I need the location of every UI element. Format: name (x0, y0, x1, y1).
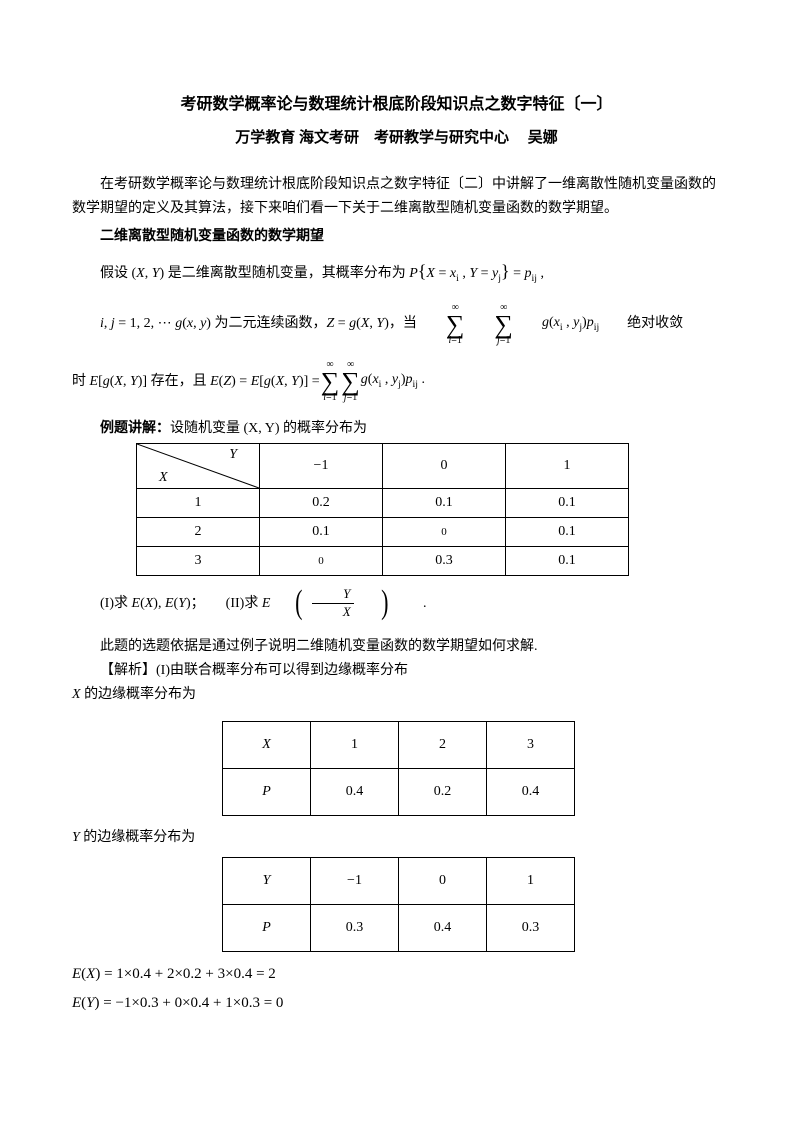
table-cell: 1 (487, 858, 575, 905)
question-line: (I)求 E(X), E(Y)； (II)求 E(YX). (72, 586, 721, 621)
text: 为二元连续函数， (211, 316, 327, 331)
intro-paragraph: 在考研数学概率论与数理统计根底阶段知识点之数字特征〔二〕中讲解了一维离散性随机变… (72, 173, 721, 221)
marginal-x-label: X 的边缘概率分布为 (72, 683, 721, 707)
example-heading: 例题讲解：设随机变量 (X, Y) 的概率分布为 (72, 417, 721, 437)
sum-icon: ∞∑i=1 (418, 303, 465, 346)
text: ，当 (389, 316, 417, 331)
col-header: 1 (506, 444, 629, 489)
section-heading: 二维离散型随机变量函数的数学期望 (72, 225, 721, 245)
sum-icon: ∞∑j=1 (466, 303, 513, 346)
table-cell: 2 (399, 721, 487, 768)
joint-probability-table: Y X −1 0 1 1 0.2 0.1 0.1 2 0.1 0 0.1 3 0… (136, 443, 629, 576)
example-text: 设随机变量 (X, Y) 的概率分布为 (170, 421, 367, 436)
row-header: 1 (137, 489, 260, 518)
table-cell: 0.2 (260, 489, 383, 518)
table-cell: 0.4 (487, 768, 575, 815)
text: 绝对收敛 (599, 315, 683, 333)
table-cell: 0.4 (399, 905, 487, 952)
solution-label: 【解析】 (100, 663, 156, 678)
table-cell: 0.4 (311, 768, 399, 815)
table-cell: 0 (383, 518, 506, 547)
table-cell: 0.3 (487, 905, 575, 952)
col-header: −1 (260, 444, 383, 489)
example-label: 例题讲解： (100, 421, 170, 436)
table-cell: X (223, 721, 311, 768)
table-cell: Y (223, 858, 311, 905)
row-header: 2 (137, 518, 260, 547)
table-cell: 0.1 (260, 518, 383, 547)
page-subtitle: 万学教育 海文考研 考研教学与研究中心 吴娜 (72, 126, 721, 147)
definition-line-3: 时 E[g(X, Y)] 存在，且 E(Z) = E[g(X, Y)] = ∞∑… (72, 360, 721, 403)
text: 是二维离散型随机变量，其概率分布为 (164, 266, 409, 281)
x-axis-label: X (159, 470, 168, 486)
q1-label: (I)求 (100, 596, 132, 611)
solution-text: (I)由联合概率分布可以得到边缘概率分布 (156, 663, 408, 678)
table-cell: 3 (487, 721, 575, 768)
col-header: 0 (383, 444, 506, 489)
table-cell: 0 (399, 858, 487, 905)
marginal-y-label: Y 的边缘概率分布为 (72, 826, 721, 850)
equation-ex: E(X) = 1×0.4 + 2×0.2 + 3×0.4 = 2 (72, 966, 721, 983)
page: 考研数学概率论与数理统计根底阶段知识点之数字特征〔一〕 万学教育 海文考研 考研… (0, 0, 793, 1122)
fraction: YX (312, 586, 354, 621)
table-cell: 1 (311, 721, 399, 768)
q2-label: (II)求 (226, 596, 262, 611)
row-header: 3 (137, 547, 260, 576)
table-cell: 0 (260, 547, 383, 576)
table-cell: 0.2 (399, 768, 487, 815)
table-cell: P (223, 905, 311, 952)
table-cell: 0.1 (506, 489, 629, 518)
page-title: 考研数学概率论与数理统计根底阶段知识点之数字特征〔一〕 (72, 90, 721, 114)
text: 存在，且 (147, 374, 210, 389)
table-cell: 0.1 (506, 547, 629, 576)
marginal-x-table: X 1 2 3 P 0.4 0.2 0.4 (222, 721, 575, 816)
text: 假设 (100, 266, 132, 281)
text: 时 (72, 374, 90, 389)
marginal-y-table: Y −1 0 1 P 0.3 0.4 0.3 (222, 857, 575, 952)
definition-line-2: i, j = 1, 2, ⋯ g(x, y) 为二元连续函数，Z = g(X, … (72, 303, 721, 346)
table-cell: P (223, 768, 311, 815)
table-cell: 0.1 (506, 518, 629, 547)
sum-icon: ∞∑j=1 (341, 360, 360, 403)
explanation-1: 此题的选题依据是通过例子说明二维随机变量函数的数学期望如何求解. (72, 635, 721, 659)
table-cell: −1 (311, 858, 399, 905)
y-axis-label: Y (229, 447, 237, 463)
table-cell: 0.3 (311, 905, 399, 952)
table-cell: 0.3 (383, 547, 506, 576)
explanation-2: 【解析】(I)由联合概率分布可以得到边缘概率分布 (72, 659, 721, 683)
sum-icon: ∞∑i=1 (321, 360, 340, 403)
table-cell: 0.1 (383, 489, 506, 518)
equation-ey: E(Y) = −1×0.3 + 0×0.4 + 1×0.3 = 0 (72, 995, 721, 1012)
diagonal-header: Y X (137, 444, 259, 488)
definition-line-1: 假设 (X, Y) 是二维离散型随机变量，其概率分布为 P{X = xi , Y… (72, 253, 721, 289)
